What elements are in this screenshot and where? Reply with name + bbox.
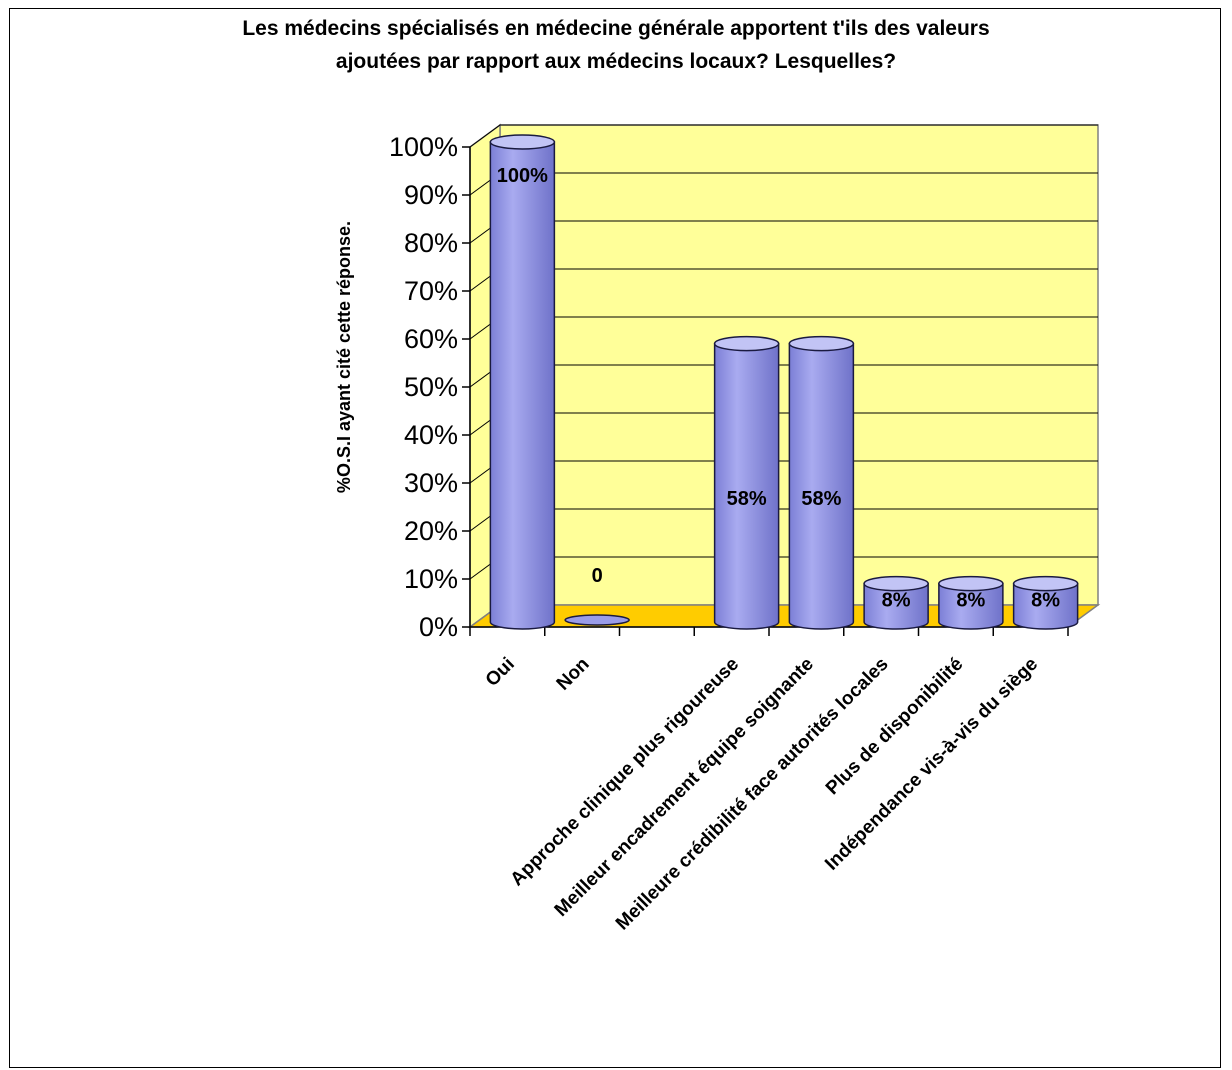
y-tick-label: 90%	[404, 180, 458, 210]
bar-top	[863, 575, 929, 592]
y-tick-label: 0%	[419, 612, 458, 642]
x-category-label: Oui	[482, 654, 519, 691]
bar-top	[938, 575, 1004, 592]
y-tick-label: 60%	[404, 324, 458, 354]
x-category-label: Plus de disponibilité	[822, 654, 967, 799]
y-tick-label: 40%	[404, 420, 458, 450]
bar-top	[788, 335, 855, 352]
y-tick-label: 50%	[404, 372, 458, 402]
y-axis-title: %O.S.I ayant cité cette réponse.	[334, 221, 354, 493]
y-tick-label: 70%	[404, 276, 458, 306]
bar-top	[713, 335, 780, 352]
y-tick-label: 80%	[404, 228, 458, 258]
data-label: 0	[592, 565, 603, 587]
bar-cylinder	[1012, 582, 1079, 630]
bar-cylinder	[489, 141, 556, 630]
chart-title: Les médecins spécialisés en médecine gén…	[242, 17, 990, 73]
x-category-label: Non	[553, 654, 594, 695]
bar-top	[489, 134, 556, 150]
bar-cylinder	[938, 582, 1004, 630]
bar-top	[1012, 575, 1079, 592]
y-tick-label: 30%	[404, 468, 458, 498]
x-category-label: Meilleur encadrement équipe soignante	[551, 654, 818, 921]
data-label: 8%	[1031, 590, 1060, 612]
data-label: 8%	[956, 590, 985, 612]
plot-floor	[467, 604, 1101, 628]
y-tick-label: 20%	[404, 516, 458, 546]
data-label: 58%	[801, 488, 841, 510]
x-category-label: Meilleure crédibilité face autorités loc…	[612, 654, 893, 935]
y-tick-label: 10%	[404, 564, 458, 594]
bar-cylinder	[788, 342, 855, 630]
gridline	[469, 124, 1098, 148]
data-label: 58%	[727, 488, 767, 510]
data-label: 8%	[882, 590, 911, 612]
bar-cylinder	[863, 582, 929, 630]
bar-flat	[564, 614, 630, 626]
data-label: 100%	[497, 165, 548, 187]
y-tick-label: 100%	[389, 132, 458, 162]
bar-cylinder	[713, 342, 780, 630]
